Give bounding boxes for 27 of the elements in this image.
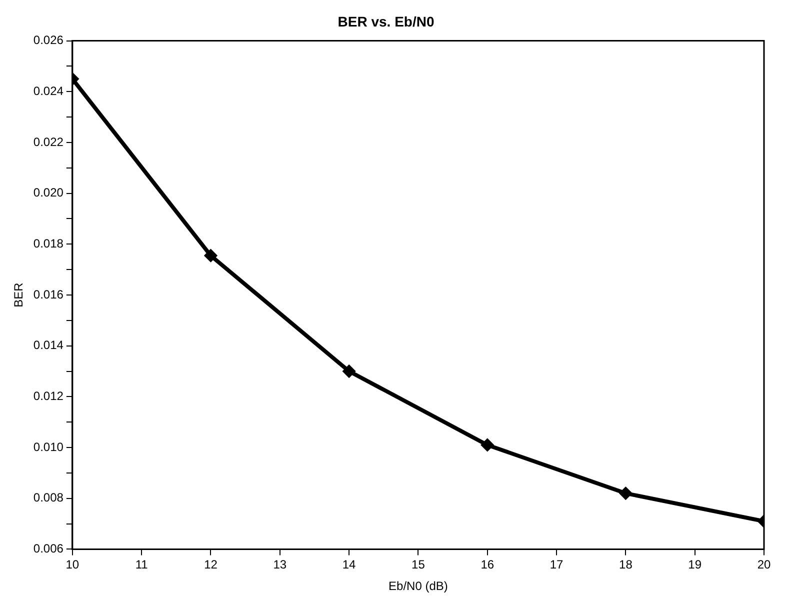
- x-tick-label: 17: [550, 558, 564, 572]
- y-tick-label: 0.012: [33, 388, 64, 403]
- y-tick-label: 0.010: [33, 440, 64, 454]
- y-tick-label: 0.014: [33, 338, 64, 352]
- x-tick-label: 12: [204, 558, 218, 572]
- y-tick-label: 0.020: [33, 186, 64, 200]
- y-tick-label: 0.026: [33, 33, 64, 48]
- y-tick-label: 0.008: [33, 490, 64, 505]
- point: [343, 365, 356, 378]
- y-tick-label: 0.024: [33, 84, 64, 98]
- x-tick-label: 20: [757, 558, 771, 572]
- x-tick-label: 14: [342, 558, 356, 572]
- y-tick-label: 0.016: [33, 287, 64, 302]
- x-tick-label: 16: [480, 558, 494, 572]
- x-tick-label: 15: [412, 558, 426, 572]
- x-axis-title: Eb/N0 (dB): [388, 579, 448, 594]
- y-tick-label: 0.018: [33, 236, 64, 250]
- x-tick-label: 13: [273, 558, 287, 572]
- x-tick-label: 11: [135, 558, 148, 572]
- y-axis-title: BER: [12, 282, 26, 308]
- point: [481, 438, 494, 451]
- y-tick-label: 0.022: [33, 134, 64, 149]
- x-tick-label: 10: [66, 558, 80, 572]
- x-tick-label: 18: [619, 558, 633, 572]
- y-tick-label: 0.006: [33, 542, 64, 556]
- x-tick-label: 19: [688, 558, 702, 572]
- chart-title: BER vs. Eb/N0: [338, 13, 434, 30]
